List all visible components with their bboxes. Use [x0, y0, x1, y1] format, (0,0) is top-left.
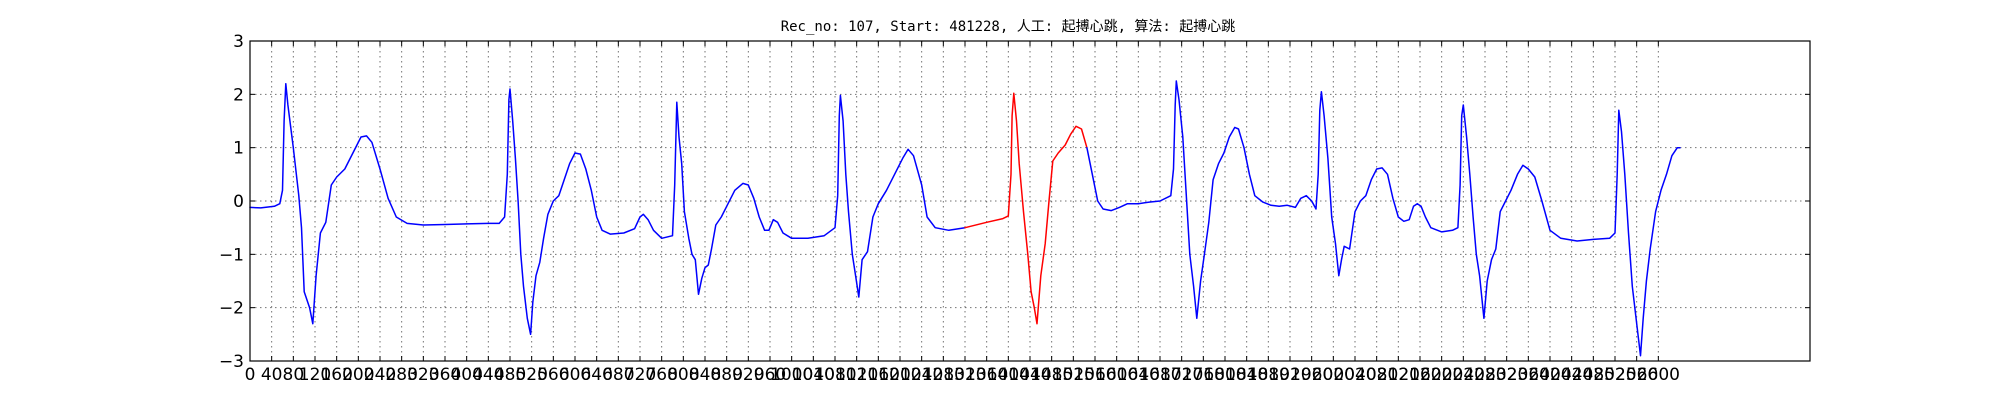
y-tick-label: −1	[219, 245, 244, 265]
x-tick-label: 600	[559, 365, 591, 385]
x-tick-label: 920	[732, 365, 764, 385]
x-tick-label: 120	[299, 365, 331, 385]
x-tick-label: 1160	[857, 365, 900, 385]
x-tick-label: 720	[624, 365, 656, 385]
x-tick-label: 880	[710, 365, 742, 385]
x-tick-label: 80	[283, 365, 305, 385]
x-axis-ticks: 0 40 8012016020024028032036040044048052056…	[245, 41, 1680, 385]
x-tick-label: 2400	[1528, 365, 1571, 385]
x-tick-label: 840	[689, 365, 721, 385]
x-tick-label: 400	[450, 365, 482, 385]
x-tick-label: 760	[645, 365, 677, 385]
y-tick-label: 2	[233, 85, 244, 105]
x-tick-label: 280	[385, 365, 417, 385]
x-tick-label: 520	[515, 365, 547, 385]
x-tick-label: 2240	[1442, 365, 1485, 385]
x-tick-label: 1440	[1008, 365, 1051, 385]
x-tick-label: 2160	[1398, 365, 1441, 385]
x-tick-label: 2560	[1615, 365, 1658, 385]
ecg-traces	[249, 80, 1681, 357]
x-tick-label: 2600	[1637, 365, 1680, 385]
chart-title: Rec_no: 107, Start: 481228, 人工: 起搏心跳, 算法…	[781, 18, 1236, 35]
x-tick-label: 200	[342, 365, 374, 385]
y-tick-label: 3	[233, 32, 244, 52]
y-tick-label: 0	[233, 192, 244, 212]
x-tick-label: 1600	[1095, 365, 1138, 385]
x-tick-label: 2360	[1507, 365, 1550, 385]
x-tick-label: 360	[429, 365, 461, 385]
x-tick-label: 1640	[1117, 365, 1160, 385]
x-tick-label: 1840	[1225, 365, 1268, 385]
x-tick-label: 1080	[813, 365, 856, 385]
x-tick-label: 1520	[1052, 365, 1095, 385]
x-tick-label: 1960	[1290, 365, 1333, 385]
x-tick-label: 1120	[835, 365, 878, 385]
x-tick-label: 1000	[770, 365, 813, 385]
x-tick-label: 1320	[943, 365, 986, 385]
x-tick-label: 480	[494, 365, 526, 385]
x-tick-label: 640	[580, 365, 612, 385]
x-tick-label: 160	[320, 365, 352, 385]
x-tick-label: 1920	[1268, 365, 1311, 385]
x-tick-label: 2080	[1355, 365, 1398, 385]
x-tick-label: 1040	[792, 365, 835, 385]
x-tick-label: 2120	[1377, 365, 1420, 385]
x-tick-label: 2520	[1593, 365, 1636, 385]
x-tick-label: 2000	[1312, 365, 1355, 385]
x-tick-label: 320	[407, 365, 439, 385]
x-tick-label: 1880	[1247, 365, 1290, 385]
x-tick-label: 1680	[1138, 365, 1181, 385]
x-tick-label: 680	[602, 365, 634, 385]
x-tick-label: 240	[364, 365, 396, 385]
x-tick-label: 0	[245, 365, 256, 385]
y-tick-label: 1	[233, 139, 244, 159]
y-tick-label: −3	[219, 352, 244, 372]
y-axis-ticks: −3 −2 −1 0 1 2 3	[219, 32, 1810, 372]
x-tick-label: 2280	[1463, 365, 1506, 385]
ecg-trace-highlighted-beat	[964, 92, 1088, 325]
x-tick-label: 2440	[1550, 365, 1593, 385]
x-tick-label: 1720	[1160, 365, 1203, 385]
x-tick-label: 40	[261, 365, 283, 385]
x-tick-label: 1200	[878, 365, 921, 385]
x-tick-label: 960	[754, 365, 786, 385]
x-tick-label: 1400	[987, 365, 1030, 385]
x-tick-label: 1760	[1182, 365, 1225, 385]
x-tick-label: 1240	[900, 365, 943, 385]
x-tick-label: 560	[537, 365, 569, 385]
x-tick-label: 800	[667, 365, 699, 385]
y-tick-label: −2	[219, 299, 244, 319]
x-tick-label: 1360	[965, 365, 1008, 385]
x-tick-label: 1800	[1203, 365, 1246, 385]
x-tick-label: 2480	[1572, 365, 1615, 385]
ecg-trace-segment-1	[249, 82, 966, 336]
x-tick-label: 2200	[1420, 365, 1463, 385]
ecg-trace-segment-3	[1086, 80, 1681, 357]
x-tick-label: 1280	[922, 365, 965, 385]
x-tick-label: 440	[472, 365, 504, 385]
x-tick-label: 1560	[1073, 365, 1116, 385]
grid-lines	[249, 40, 1810, 362]
x-tick-label: 2040	[1333, 365, 1376, 385]
x-tick-label: 1480	[1030, 365, 1073, 385]
x-tick-label: 2320	[1485, 365, 1528, 385]
